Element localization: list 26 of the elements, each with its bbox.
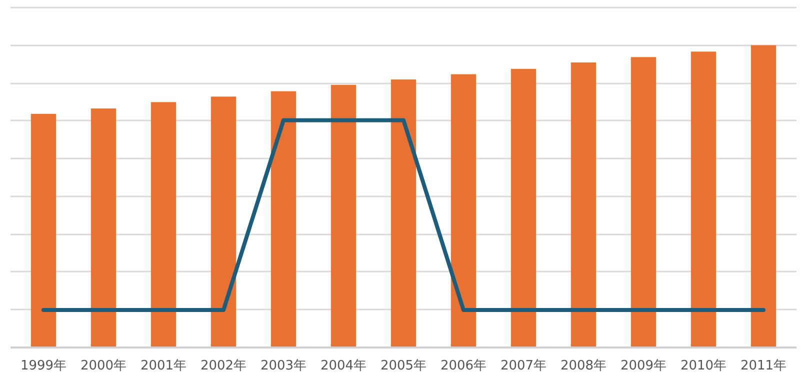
x-tick-label: 2002年	[200, 358, 247, 374]
bar	[390, 79, 416, 348]
x-tick-label: 2004年	[320, 358, 367, 374]
bar	[690, 52, 716, 348]
x-tick-label: 2001年	[140, 358, 187, 374]
x-tick-label: 2006年	[440, 358, 487, 374]
x-tick-label: 2010年	[680, 358, 727, 374]
bar	[270, 91, 296, 348]
bar	[510, 68, 536, 348]
x-tick-label: 1999年	[20, 358, 67, 374]
x-tick-label: 2009年	[620, 358, 667, 374]
bar	[750, 45, 776, 348]
x-tick-label: 2011年	[740, 358, 787, 374]
bar	[210, 96, 236, 348]
bar	[30, 114, 56, 348]
bar	[90, 108, 116, 348]
x-tick-label: 2007年	[500, 358, 547, 374]
bar	[330, 84, 356, 348]
x-tick-label: 2003年	[260, 358, 307, 374]
bar	[450, 74, 476, 348]
x-tick-label: 2008年	[560, 358, 607, 374]
bar	[570, 62, 596, 348]
bar	[150, 102, 176, 348]
bar	[630, 57, 656, 348]
x-tick-label: 2000年	[80, 358, 127, 374]
x-tick-label: 2005年	[380, 358, 427, 374]
